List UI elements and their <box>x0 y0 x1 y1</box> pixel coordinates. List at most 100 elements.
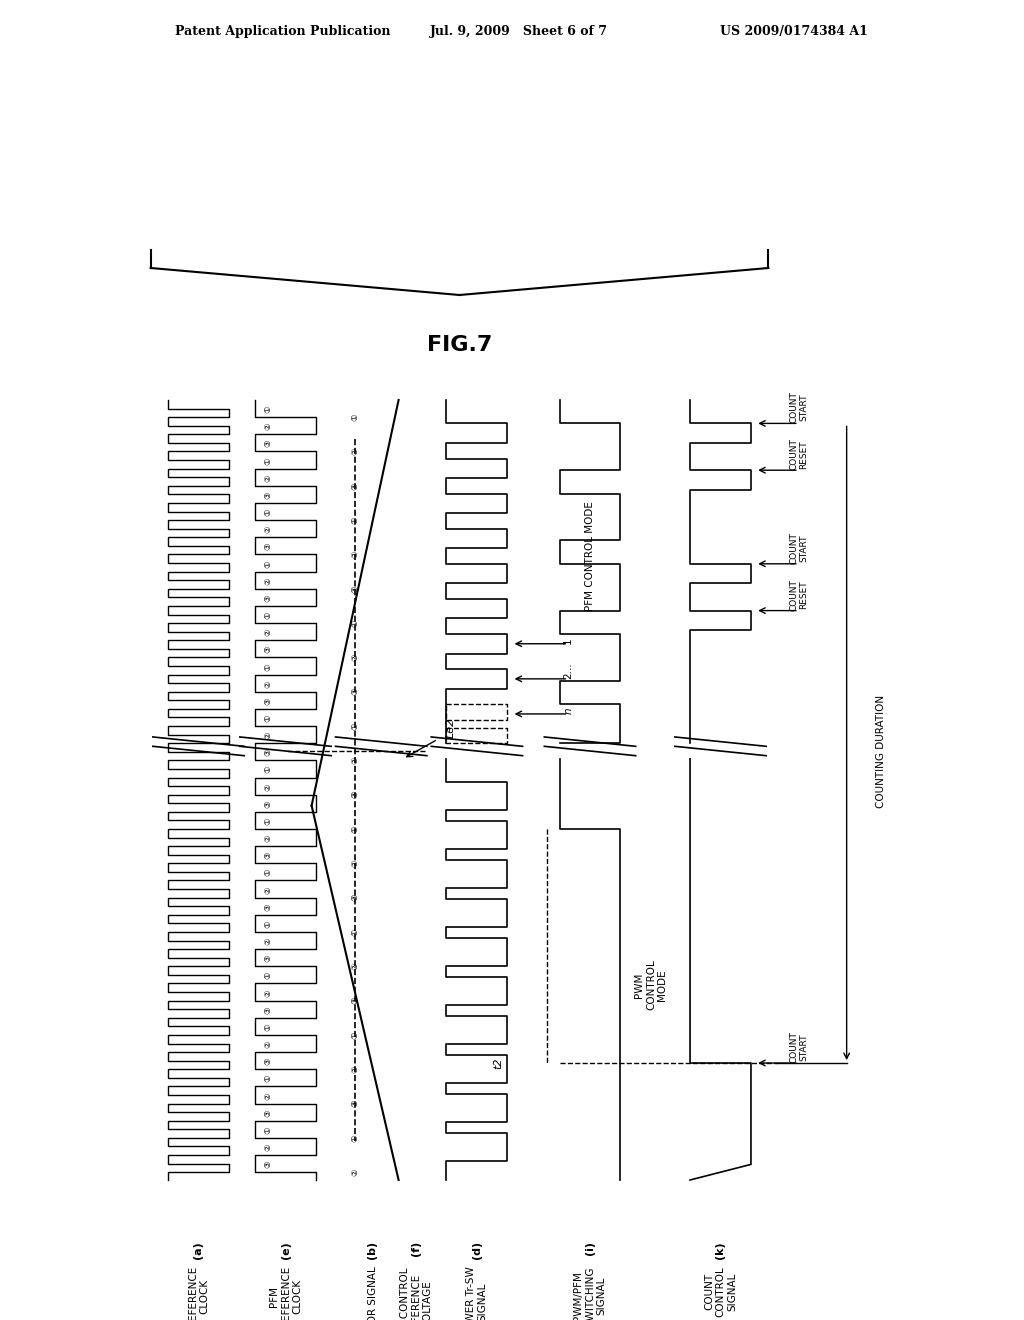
Text: ③: ③ <box>263 645 272 653</box>
Text: ①: ① <box>350 1031 359 1039</box>
Text: ②: ② <box>263 783 272 791</box>
Text: ②: ② <box>350 756 359 764</box>
Text: ①: ① <box>263 817 272 825</box>
Text: ③: ③ <box>263 748 272 756</box>
Text: ②: ② <box>263 577 272 585</box>
Text: Jul. 9, 2009   Sheet 6 of 7: Jul. 9, 2009 Sheet 6 of 7 <box>430 25 608 38</box>
Text: ②: ② <box>263 1143 272 1151</box>
Text: (b): (b) <box>368 1241 378 1259</box>
Text: COUNT
RESET: COUNT RESET <box>790 438 809 470</box>
Text: ②: ② <box>263 937 272 945</box>
Text: ③: ③ <box>350 688 359 696</box>
Text: ③: ③ <box>350 1100 359 1107</box>
Text: ①: ① <box>350 825 359 833</box>
Text: COUNT
START: COUNT START <box>790 1031 809 1063</box>
Text: POWER Tr-SW
SIGNAL: POWER Tr-SW SIGNAL <box>466 1266 487 1320</box>
Text: ①: ① <box>263 972 272 979</box>
Text: ①: ① <box>263 714 272 722</box>
Text: 2...: 2... <box>563 663 573 678</box>
Text: ①: ① <box>263 560 272 568</box>
Text: PFM-CONTROL
REFERENCE
VOLTAGE: PFM-CONTROL REFERENCE VOLTAGE <box>399 1266 432 1320</box>
Text: (e): (e) <box>281 1241 291 1259</box>
Text: ②: ② <box>263 1040 272 1048</box>
Text: ③: ③ <box>263 1160 272 1168</box>
Text: (i): (i) <box>585 1241 595 1255</box>
Text: (a): (a) <box>194 1241 204 1259</box>
Text: ②: ② <box>263 628 272 636</box>
Text: COUNT
CONTROL
SIGNAL: COUNT CONTROL SIGNAL <box>703 1266 737 1317</box>
Text: FIG.7: FIG.7 <box>427 335 493 355</box>
Text: ①: ① <box>263 457 272 465</box>
Text: ②: ② <box>263 422 272 430</box>
Text: t2: t2 <box>494 1057 504 1069</box>
Text: ①: ① <box>263 869 272 876</box>
Text: PWM/PFM
SWITCHING
SIGNAL: PWM/PFM SWITCHING SIGNAL <box>573 1266 606 1320</box>
Text: ③: ③ <box>263 851 272 859</box>
Text: (f): (f) <box>411 1241 421 1257</box>
Text: ①: ① <box>263 508 272 516</box>
Text: ①: ① <box>263 920 272 928</box>
Text: ②: ② <box>350 653 359 661</box>
Text: ①: ① <box>350 516 359 524</box>
Text: ③: ③ <box>263 954 272 962</box>
Text: 1: 1 <box>563 638 573 644</box>
Text: PWM
CONTROL
MODE: PWM CONTROL MODE <box>634 960 668 1010</box>
Text: (k): (k) <box>716 1241 725 1259</box>
Text: ②: ② <box>350 962 359 970</box>
Text: ③: ③ <box>263 903 272 911</box>
Text: ②: ② <box>263 989 272 997</box>
Text: ②: ② <box>350 1065 359 1073</box>
Text: ②: ② <box>263 886 272 894</box>
Text: ①: ① <box>263 1126 272 1134</box>
Text: ②: ② <box>350 859 359 867</box>
Text: ①: ① <box>263 1074 272 1082</box>
Text: US 2009/0174384 A1: US 2009/0174384 A1 <box>720 25 868 38</box>
Text: ③: ③ <box>350 791 359 799</box>
Text: ②: ② <box>350 550 359 558</box>
Text: ③: ③ <box>263 491 272 499</box>
Text: ③: ③ <box>263 697 272 705</box>
Text: n: n <box>563 708 573 714</box>
Text: (d): (d) <box>472 1241 482 1259</box>
Text: COUNTING DURATION: COUNTING DURATION <box>877 694 887 808</box>
Text: ②: ② <box>263 731 272 739</box>
Text: ③: ③ <box>350 894 359 902</box>
Text: ③: ③ <box>263 594 272 602</box>
Text: PFM
REFERENCE
CLOCK: PFM REFERENCE CLOCK <box>269 1266 302 1320</box>
Text: REFERENCE
CLOCK: REFERENCE CLOCK <box>187 1266 209 1320</box>
Text: ③: ③ <box>350 997 359 1005</box>
Polygon shape <box>153 645 155 766</box>
Text: ①: ① <box>263 1023 272 1031</box>
Text: ③: ③ <box>263 1109 272 1117</box>
Text: ③: ③ <box>263 543 272 550</box>
Text: ①: ① <box>350 722 359 730</box>
Text: ②: ② <box>263 834 272 842</box>
Text: ①: ① <box>350 413 359 421</box>
Text: ②: ② <box>263 474 272 482</box>
Text: ①: ① <box>263 611 272 619</box>
Text: COUNT
START: COUNT START <box>790 392 809 424</box>
Text: ③: ③ <box>263 800 272 808</box>
Text: ①: ① <box>263 405 272 413</box>
Text: ③: ③ <box>350 482 359 490</box>
Text: Patent Application Publication: Patent Application Publication <box>175 25 390 38</box>
Text: ①: ① <box>263 663 272 671</box>
Text: ①: ① <box>350 1134 359 1142</box>
Text: ③: ③ <box>263 1057 272 1065</box>
Text: ②: ② <box>350 447 359 455</box>
Text: ERROR SIGNAL: ERROR SIGNAL <box>368 1266 378 1320</box>
Text: ③: ③ <box>263 1006 272 1014</box>
Text: ①: ① <box>350 619 359 627</box>
Text: ②: ② <box>263 1092 272 1100</box>
Text: COUNT
RESET: COUNT RESET <box>790 578 809 611</box>
Text: ②: ② <box>350 1168 359 1176</box>
Text: COUNT
START: COUNT START <box>790 532 809 564</box>
Text: ①: ① <box>350 928 359 936</box>
Text: ②: ② <box>263 680 272 688</box>
Text: ②: ② <box>263 525 272 533</box>
Text: ①: ① <box>263 766 272 774</box>
Text: Le2: Le2 <box>445 718 456 738</box>
Text: PFM CONTROL MODE: PFM CONTROL MODE <box>585 502 595 611</box>
Text: ③: ③ <box>350 585 359 593</box>
Text: ③: ③ <box>263 440 272 447</box>
